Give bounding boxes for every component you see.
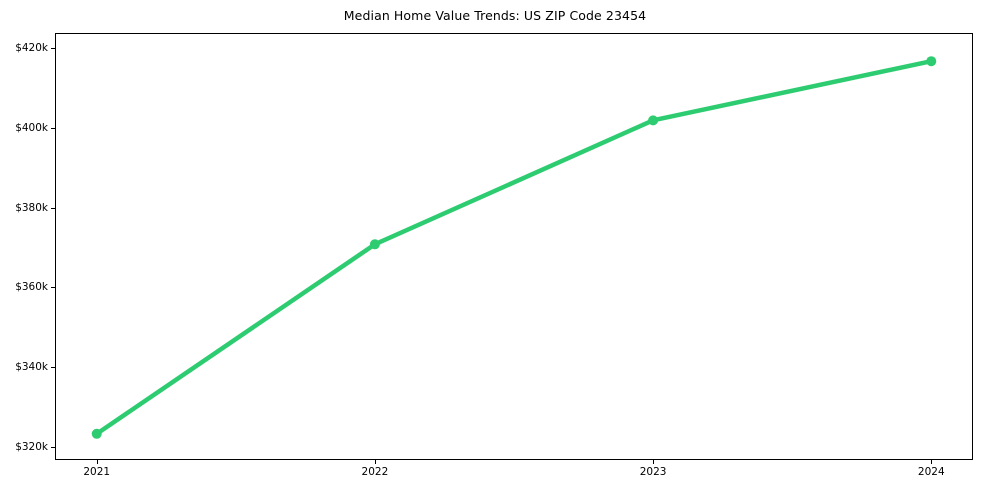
x-tick-label: 2024 — [917, 466, 945, 478]
y-tick-mark — [51, 207, 55, 209]
data-markers-median-home-value — [91, 56, 937, 439]
y-tick-mark — [51, 47, 55, 49]
data-point-marker — [648, 115, 659, 126]
data-point-marker — [926, 56, 937, 67]
x-tick-label: 2021 — [83, 466, 111, 478]
y-tick-mark — [51, 127, 55, 129]
y-tick-mark — [51, 447, 55, 449]
y-tick-label: $380k — [15, 201, 48, 214]
x-tick-mark — [653, 460, 655, 464]
data-line-median-home-value — [94, 58, 934, 437]
x-tick-mark — [931, 460, 933, 464]
y-tick-label: $360k — [15, 281, 48, 294]
y-tick-label: $340k — [15, 361, 48, 374]
x-tick-mark — [374, 460, 376, 464]
plot-area-frame — [55, 33, 973, 460]
x-tick-mark — [96, 460, 98, 464]
data-point-marker — [91, 428, 102, 439]
y-tick-label: $320k — [15, 441, 48, 454]
x-tick-label: 2022 — [361, 466, 389, 478]
x-tick-label: 2023 — [639, 466, 667, 478]
y-tick-label: $400k — [15, 121, 48, 134]
plot-canvas — [91, 56, 937, 439]
chart-title: Median Home Value Trends: US ZIP Code 23… — [343, 8, 647, 23]
y-tick-mark — [51, 367, 55, 369]
y-tick-label: $420k — [15, 41, 48, 54]
y-tick-mark — [51, 287, 55, 289]
data-point-marker — [369, 239, 380, 250]
